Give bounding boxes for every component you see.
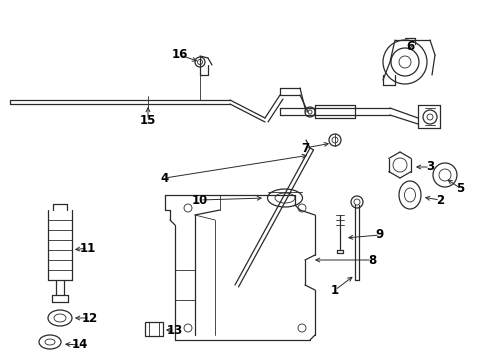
Text: 15: 15 xyxy=(140,113,156,126)
Text: 14: 14 xyxy=(72,338,88,351)
Text: 9: 9 xyxy=(375,229,384,242)
Text: 2: 2 xyxy=(435,194,443,207)
Text: 8: 8 xyxy=(367,253,375,266)
Text: 16: 16 xyxy=(171,49,188,62)
Text: 12: 12 xyxy=(81,311,98,324)
Text: 7: 7 xyxy=(300,141,308,154)
Text: 13: 13 xyxy=(166,324,183,337)
Bar xyxy=(145,322,163,336)
Text: 11: 11 xyxy=(80,242,96,255)
Text: 4: 4 xyxy=(161,171,169,184)
Text: 1: 1 xyxy=(330,284,338,297)
Text: 5: 5 xyxy=(455,181,463,194)
Text: 6: 6 xyxy=(405,40,413,53)
Text: 3: 3 xyxy=(425,161,433,174)
Text: 10: 10 xyxy=(191,194,208,207)
